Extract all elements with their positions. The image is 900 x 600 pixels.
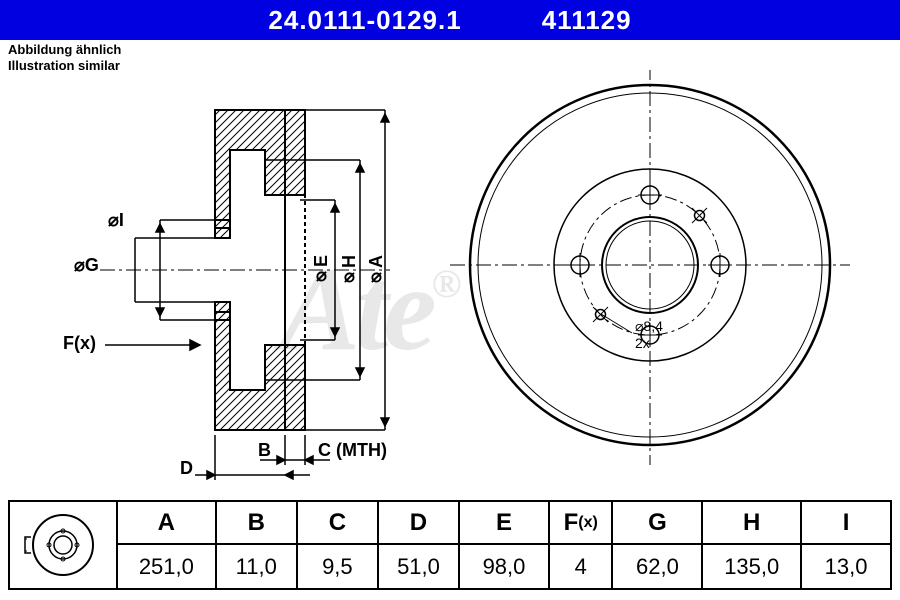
- part-number: 24.0111-0129.1: [268, 5, 461, 36]
- dim-I: ⌀I: [108, 210, 124, 231]
- hole-note: ⌀8,4 2x: [635, 318, 663, 351]
- table-col: A251,0: [118, 500, 217, 590]
- table-col: G62,0: [613, 500, 703, 590]
- disc-icon: [23, 505, 103, 585]
- secondary-number: 411129: [542, 5, 632, 36]
- front-view-drawing: [440, 70, 860, 470]
- col-header: H: [703, 502, 800, 545]
- col-value: 4: [550, 545, 612, 588]
- dim-G: ⌀G: [74, 255, 99, 276]
- table-col: F(x)4: [550, 500, 614, 590]
- col-header: I: [802, 502, 890, 545]
- dim-B: B: [258, 440, 271, 461]
- col-value: 51,0: [379, 545, 458, 588]
- disc-icon-cell: [8, 500, 118, 590]
- header-bar: 24.0111-0129.1 411129: [0, 0, 900, 40]
- table-col: E98,0: [460, 500, 550, 590]
- col-header: A: [118, 502, 215, 545]
- col-header: F(x): [550, 502, 612, 545]
- dim-F: F(x): [63, 333, 96, 354]
- dim-A: ⌀A: [365, 255, 387, 289]
- table-columns: A251,0B11,0C9,5D51,0E98,0F(x)4G62,0H135,…: [118, 500, 892, 590]
- table-col: I13,0: [802, 500, 892, 590]
- drawing-area: Ate®: [0, 40, 900, 485]
- dim-D: D: [180, 458, 193, 479]
- col-value: 251,0: [118, 545, 215, 588]
- col-header: G: [613, 502, 701, 545]
- dimension-table: A251,0B11,0C9,5D51,0E98,0F(x)4G62,0H135,…: [8, 500, 892, 590]
- col-value: 13,0: [802, 545, 890, 588]
- col-header: B: [217, 502, 296, 545]
- table-col: D51,0: [379, 500, 460, 590]
- col-value: 11,0: [217, 545, 296, 588]
- col-value: 62,0: [613, 545, 701, 588]
- hole-count: 2x: [635, 335, 663, 351]
- col-header: E: [460, 502, 548, 545]
- table-col: B11,0: [217, 500, 298, 590]
- dim-C: C (MTH): [318, 440, 387, 461]
- hole-diam: ⌀8,4: [635, 318, 663, 335]
- dim-E: ⌀E: [310, 255, 332, 288]
- table-col: C9,5: [298, 500, 379, 590]
- col-header: C: [298, 502, 377, 545]
- col-header: D: [379, 502, 458, 545]
- col-value: 98,0: [460, 545, 548, 588]
- col-value: 135,0: [703, 545, 800, 588]
- col-value: 9,5: [298, 545, 377, 588]
- dim-H: ⌀H: [338, 255, 360, 289]
- table-col: H135,0: [703, 500, 802, 590]
